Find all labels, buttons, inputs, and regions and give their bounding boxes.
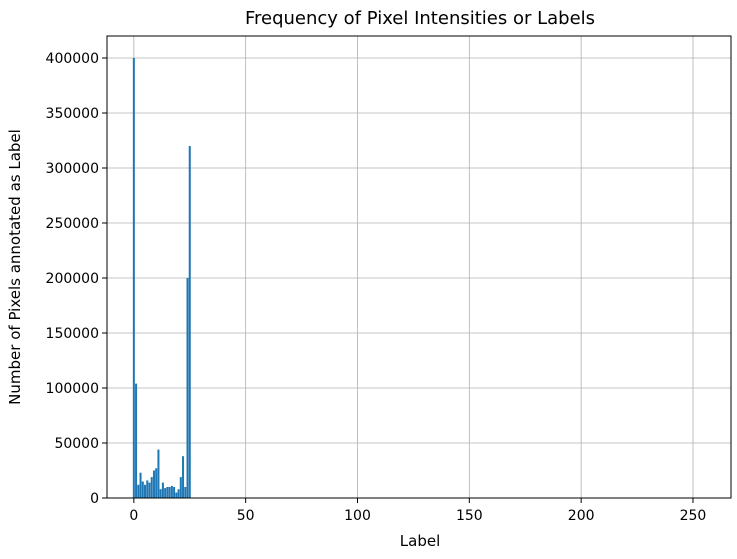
y-axis-ticks: 0 50000 100000 150000 200000 250000 300000 3500… — [46, 51, 107, 507]
grid-lines — [107, 36, 731, 499]
bar — [157, 449, 160, 498]
bar — [137, 484, 140, 498]
bar — [173, 487, 176, 498]
bar — [188, 146, 191, 498]
bar — [132, 58, 135, 498]
bar — [168, 487, 171, 498]
bar — [179, 477, 182, 498]
bar — [177, 489, 180, 498]
bar — [182, 456, 185, 498]
x-tick-label: 200 — [568, 508, 595, 524]
x-tick-label: 150 — [456, 508, 483, 524]
y-tick-label: 350000 — [46, 106, 99, 122]
x-tick-label: 250 — [680, 508, 707, 524]
bar — [161, 482, 164, 498]
bar — [152, 470, 155, 498]
bar — [159, 489, 162, 498]
x-tick-label: 100 — [344, 508, 371, 524]
y-tick-label: 200000 — [46, 271, 99, 287]
bar — [166, 487, 169, 498]
bar — [155, 468, 158, 498]
bar — [139, 472, 142, 498]
bar — [184, 487, 187, 498]
bar — [150, 477, 153, 498]
x-tick-label: 0 — [129, 508, 138, 524]
x-axis-ticks: 0 50 100 150 200 250 — [129, 498, 706, 524]
chart-title: Frequency of Pixel Intensities or Labels — [245, 8, 595, 29]
x-tick-label: 50 — [237, 508, 255, 524]
y-tick-label: 250000 — [46, 216, 99, 232]
y-axis-label: Number of Pixels annotated as Label — [6, 129, 24, 405]
y-tick-label: 150000 — [46, 326, 99, 342]
y-tick-label: 50000 — [54, 436, 99, 452]
y-tick-label: 100000 — [46, 381, 99, 397]
bar — [186, 278, 189, 498]
bar — [170, 485, 173, 498]
y-tick-label: 400000 — [46, 51, 99, 67]
bar — [135, 383, 138, 498]
bar — [146, 480, 149, 498]
bar — [148, 482, 151, 498]
x-axis-label: Label — [400, 532, 440, 550]
plot-frame — [106, 35, 732, 499]
y-tick-label: 0 — [90, 491, 99, 507]
bar — [175, 492, 178, 498]
y-tick-label: 300000 — [46, 161, 99, 177]
bar — [164, 488, 167, 498]
bars — [132, 58, 191, 498]
bar — [141, 481, 144, 498]
bar — [144, 484, 147, 498]
